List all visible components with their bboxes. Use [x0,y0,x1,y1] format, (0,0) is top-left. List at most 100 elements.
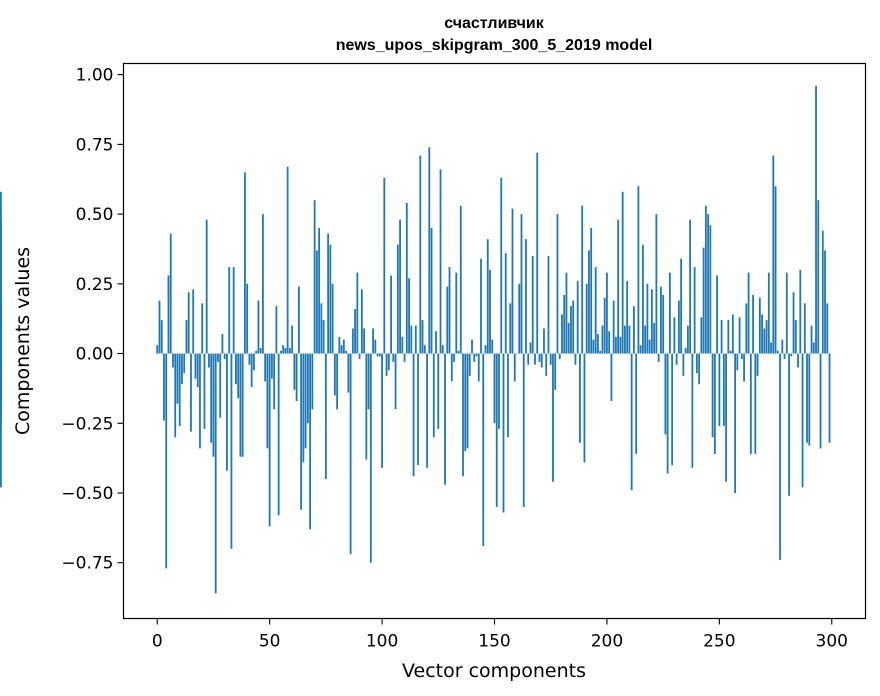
bar-233 [680,258,683,354]
y-tick-label: 0.75 [76,135,114,155]
bar-12 [183,353,186,374]
bar-196 [597,334,599,354]
bar-129 [446,286,449,354]
bar-90 [358,353,361,360]
bar-154 [502,353,505,513]
bar-241 [698,353,701,385]
bar-215 [639,345,642,354]
bar-112 [408,278,410,354]
bar-198 [601,325,604,354]
bar-10 [178,353,181,427]
bar-21 [203,353,206,429]
bar-187 [576,281,579,354]
bar-67 [306,353,309,424]
bar-210 [628,325,631,354]
bar-48 [264,353,267,382]
bar-8 [174,353,177,438]
bar-117 [419,155,422,354]
bar-224 [659,286,662,354]
bar-238 [691,353,694,468]
bar-220 [650,289,653,354]
bar-41 [248,353,251,365]
y-axis-label: Components values [12,247,34,435]
bar-275 [774,186,777,354]
bar-2 [160,320,163,354]
bar-47 [262,214,264,354]
bar-130 [448,267,451,354]
bar-106 [394,353,397,410]
bar-291 [810,325,813,354]
bar-64 [300,353,303,510]
bar-95 [369,353,372,563]
x-tick-label: 250 [703,632,735,652]
bar-undefined [0,320,2,354]
bar-183 [567,322,570,354]
bar-45 [257,300,260,354]
bar-240 [695,353,698,374]
bar-181 [563,294,566,354]
bar-42 [250,353,253,388]
x-tick-label: 150 [478,632,510,652]
bar-239 [693,267,696,354]
bar-182 [565,272,568,354]
bar-230 [673,317,676,354]
bar-31 [226,353,228,471]
bar-13 [185,320,188,354]
bar-292 [812,342,815,354]
bar-219 [648,339,651,354]
bar-125 [437,353,440,429]
bar-165 [527,353,530,365]
bar-295 [819,353,822,449]
bar-50 [268,353,271,527]
bar-296 [821,230,824,354]
bar-105 [392,353,395,362]
bar-85 [347,353,350,393]
bar-264 [749,353,752,454]
bar-226 [664,353,667,435]
bar-97 [374,339,377,354]
bar-290 [808,353,811,446]
bar-266 [754,353,757,454]
bar-115 [414,325,417,354]
bar-252 [722,353,725,427]
bar-75 [324,353,327,480]
bar-61 [293,353,296,390]
bar-87 [351,328,354,354]
bar-3 [163,353,165,421]
bar-32 [228,267,231,354]
bar-103 [387,353,390,371]
bar-121 [428,147,431,354]
bar-246 [709,225,712,354]
bar-49 [266,353,269,449]
bar-171 [540,353,543,368]
chart-subtitle: news_upos_skipgram_300_5_2019 model [336,37,653,54]
bar-51 [271,353,273,379]
bar-169 [536,152,539,354]
bar-100 [381,353,383,468]
bar-234 [682,353,685,376]
x-axis: 0 50 100 150 200 250 300 [152,618,848,652]
bar-142 [475,353,478,357]
bar-4 [165,353,168,569]
bar-118 [421,320,424,354]
bar-232 [677,300,680,354]
bar-53 [275,306,278,354]
bar-119 [423,345,426,354]
bars-group [0,85,831,594]
y-tick-label: −0.25 [61,414,113,434]
bar-202 [610,353,613,401]
bar-136 [462,353,464,477]
bar-245 [707,214,710,354]
bar-66 [304,353,307,449]
bar-162 [520,214,523,354]
bar-190 [583,353,586,463]
plot-frame [122,62,867,620]
bar-279 [783,353,786,360]
bar-46 [259,347,262,354]
bar-114 [412,353,415,477]
bar-54 [277,353,280,516]
bar-167 [531,255,534,354]
y-tick-label: 1.00 [76,66,114,86]
bar-69 [311,353,314,410]
bar-88 [354,308,356,354]
